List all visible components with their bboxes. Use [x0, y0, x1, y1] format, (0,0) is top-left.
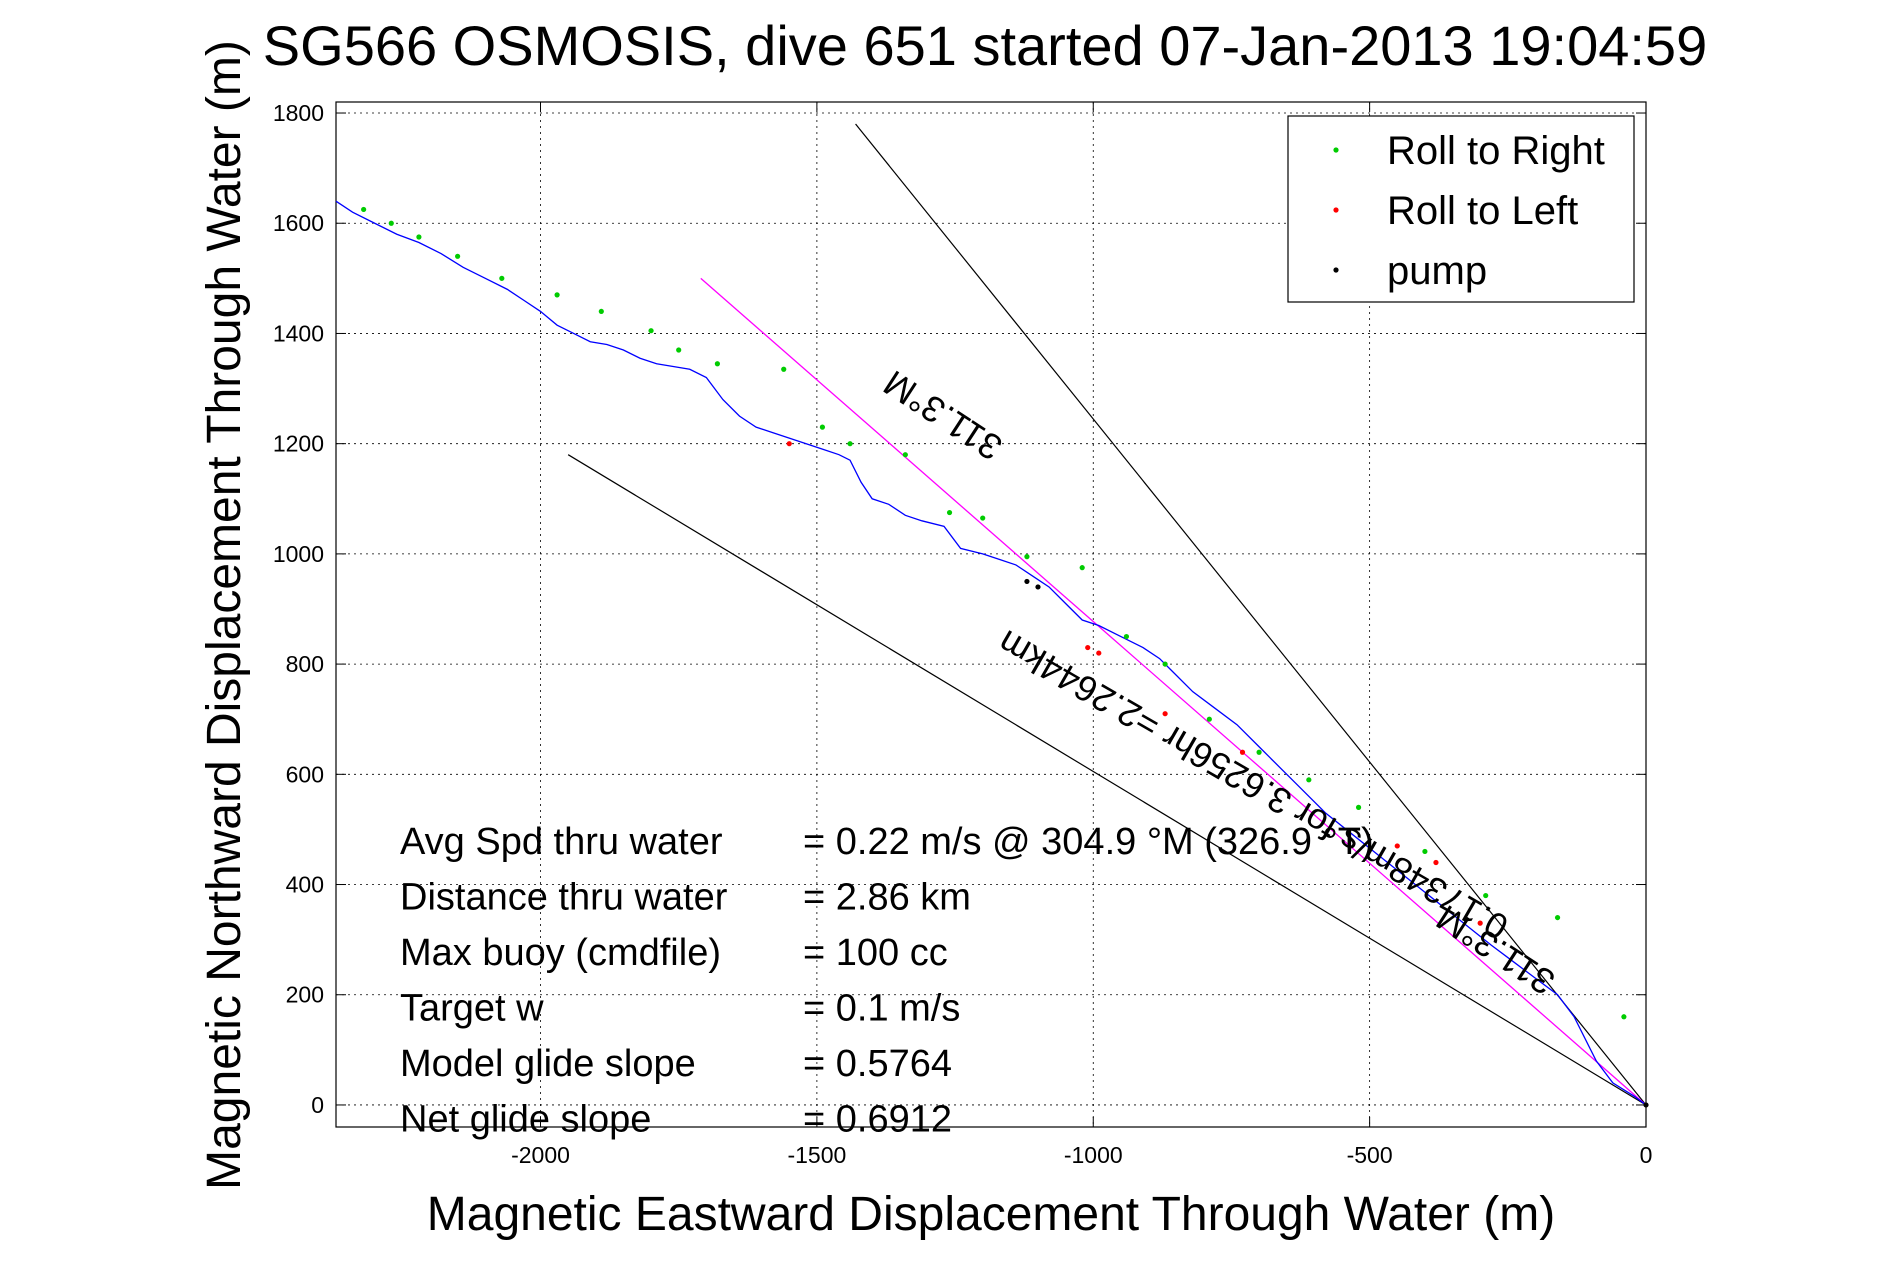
roll-right-point — [648, 328, 654, 334]
roll-right-point — [1162, 661, 1168, 667]
stat-label: Net glide slope — [400, 1099, 651, 1141]
x-tick-label: -1500 — [787, 1142, 846, 1168]
legend-marker — [1333, 207, 1339, 213]
roll-right-point — [598, 308, 604, 315]
roll-right-point — [819, 424, 826, 430]
y-tick-label: 1400 — [273, 320, 324, 346]
stat-label: Distance thru water — [400, 877, 728, 919]
stat-label: Max buoy (cmdfile) — [400, 932, 721, 974]
roll-left-point — [1394, 843, 1400, 849]
x-tick-label: -1000 — [1064, 1142, 1123, 1168]
x-tick-label: -2000 — [511, 1142, 570, 1168]
y-tick-label: 1200 — [273, 431, 324, 457]
stat-label: Target w — [400, 988, 544, 1030]
stat-value: = 0.1 m/s — [803, 988, 960, 1030]
heading-line-path — [700, 277, 1647, 1106]
roll-right-point — [714, 361, 720, 367]
pump-point — [1024, 578, 1030, 585]
roll-right-point — [1306, 777, 1312, 783]
roll-right-point — [946, 509, 953, 516]
legend-box — [1287, 115, 1635, 303]
roll-right-point — [388, 220, 394, 226]
roll-right-point — [1483, 892, 1489, 899]
roll-left-point — [1477, 920, 1483, 926]
cone-lines — [567, 123, 1647, 1106]
track-path — [335, 200, 1647, 1106]
roll-right-point — [847, 441, 853, 447]
x-tick-label: -500 — [1347, 1142, 1393, 1168]
stat-value: = 0.22 m/s @ 304.9 °M (326.9 °T) — [803, 821, 1374, 863]
grid-lines — [336, 102, 1647, 1127]
roll-right-point — [455, 253, 461, 259]
roll-right-point — [1206, 716, 1212, 722]
y-tick-label: 400 — [286, 872, 324, 898]
roll-right-point — [499, 275, 505, 281]
y-axis-label: Magnetic Northward Displacement Through … — [198, 40, 251, 1190]
stat-label: Avg Spd thru water — [400, 821, 723, 863]
stat-label: Model glide slope — [400, 1043, 696, 1085]
legend-entry-label: pump — [1387, 249, 1487, 293]
roll-right-point — [1422, 848, 1428, 855]
stat-value: = 2.86 km — [803, 877, 971, 919]
roll-left-point — [1096, 650, 1102, 656]
roll-left-point — [1085, 644, 1091, 651]
stat-value: = 0.5764 — [803, 1043, 952, 1085]
legend: Roll to Right Roll to Left pump — [1287, 115, 1635, 303]
roll-right-point — [1554, 914, 1561, 921]
chart-title: SG566 OSMOSIS, dive 651 started 07-Jan-2… — [263, 14, 1707, 77]
x-tick-label: 0 — [1640, 1142, 1653, 1168]
heading-line — [700, 277, 1647, 1106]
roll-right-point — [1079, 565, 1085, 571]
y-tick-label: 600 — [286, 761, 324, 787]
roll-points — [361, 206, 1649, 1108]
legend-entry-label: Roll to Left — [1387, 189, 1578, 233]
y-tick-label: 0 — [311, 1092, 324, 1118]
legend-marker — [1333, 147, 1339, 153]
cone-line — [567, 454, 1647, 1106]
roll-right-point — [676, 347, 682, 353]
roll-right-point — [1355, 804, 1362, 810]
roll-right-point — [781, 366, 787, 372]
axis-ticks: -2000 -1500 -1000 -500 0 0 200 400 600 800 1000 120… — [273, 100, 1653, 1168]
pump-point — [1643, 1102, 1649, 1108]
legend-entry-label: Roll to Right — [1387, 129, 1605, 173]
y-tick-label: 800 — [286, 651, 324, 677]
roll-right-point — [1256, 749, 1262, 755]
roll-left-point — [1433, 859, 1439, 866]
roll-left-point — [786, 441, 792, 447]
y-tick-label: 1600 — [273, 210, 324, 236]
cone-line — [855, 123, 1647, 1106]
roll-left-point — [1239, 749, 1246, 755]
legend-marker — [1333, 267, 1339, 273]
pump-point — [1035, 584, 1041, 590]
y-tick-label: 1800 — [273, 100, 324, 126]
roll-right-point — [902, 452, 908, 458]
roll-left-point — [1162, 711, 1168, 717]
stat-value: = 0.6912 — [803, 1099, 952, 1141]
dive-track — [335, 200, 1647, 1106]
roll-right-point — [554, 292, 560, 298]
roll-right-point — [361, 206, 367, 213]
roll-right-point — [1621, 1014, 1627, 1020]
stats-block: Avg Spd thru water = 0.22 m/s @ 304.9 °M … — [400, 821, 1374, 1141]
y-tick-label: 1000 — [273, 541, 324, 567]
roll-right-point — [980, 515, 986, 521]
y-tick-label: 200 — [286, 982, 324, 1008]
stat-value: = 100 cc — [803, 932, 948, 974]
roll-right-point — [416, 234, 422, 240]
roll-right-point — [1123, 633, 1130, 640]
x-axis-label: Magnetic Eastward Displacement Through W… — [427, 1188, 1555, 1241]
roll-right-point — [1024, 554, 1030, 560]
